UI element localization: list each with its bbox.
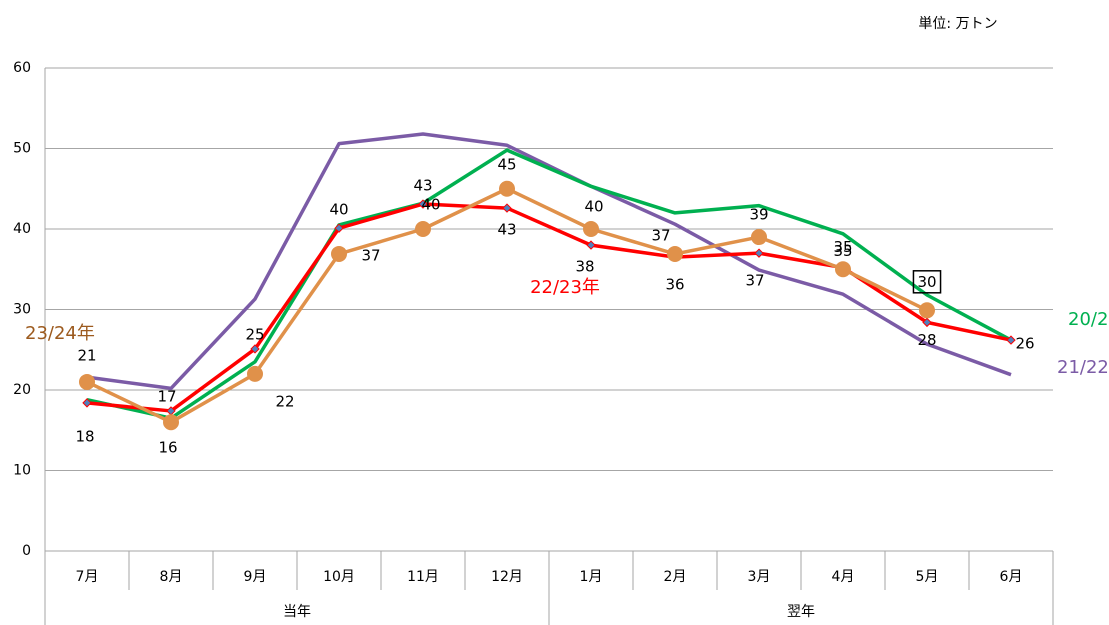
y-tick-label: 60 (13, 60, 31, 76)
marker (1006, 335, 1016, 345)
marker (82, 398, 92, 408)
y-tick-label: 0 (22, 543, 31, 559)
data-label: 25 (245, 325, 264, 343)
x-tick-label: 11月 (407, 569, 439, 585)
data-label: 26 (1015, 335, 1034, 353)
marker (922, 317, 932, 328)
x-tick-label: 3月 (748, 569, 771, 585)
data-label: 35 (833, 238, 852, 256)
data-label: 18 (75, 427, 94, 445)
group-label: 翌年 (787, 604, 815, 620)
marker (835, 261, 851, 278)
marker (586, 240, 596, 250)
series-name: 23/24年 (25, 323, 95, 344)
marker (247, 365, 263, 382)
x-tick-label: 8月 (160, 569, 183, 585)
unit-label: 単位: 万トン (918, 16, 997, 32)
series-line (86, 132, 1012, 391)
marker (754, 248, 764, 258)
data-label: 16 (158, 439, 177, 457)
marker (583, 221, 599, 237)
label-box (912, 270, 942, 294)
y-tick-label: 20 (13, 382, 31, 398)
series-name: 21/22年 (1057, 357, 1109, 378)
group-label: 当年 (283, 604, 311, 620)
marker (331, 245, 347, 262)
x-tick-label: 4月 (832, 569, 855, 585)
data-label: 28 (917, 331, 936, 349)
marker (79, 373, 95, 390)
data-label: 45 (497, 155, 516, 173)
y-tick-label: 10 (13, 463, 31, 479)
x-tick-label: 9月 (244, 569, 267, 585)
data-label: 40 (329, 201, 348, 219)
data-label: 37 (745, 272, 764, 290)
marker (163, 414, 179, 431)
x-tick-label: 1月 (580, 569, 603, 585)
data-label: 43 (413, 177, 432, 195)
x-tick-label: 6月 (1000, 569, 1023, 585)
data-label: 37 (651, 226, 670, 244)
data-label: 35 (833, 242, 852, 260)
marker (499, 180, 515, 197)
x-tick-label: 12月 (491, 569, 523, 585)
y-tick-label: 30 (13, 302, 31, 318)
data-label: 40 (584, 198, 603, 216)
y-tick-label: 50 (13, 141, 31, 157)
marker (919, 302, 935, 319)
marker (667, 245, 683, 262)
marker (250, 344, 260, 354)
data-label: 37 (361, 246, 380, 264)
data-label: 30 (917, 273, 936, 291)
marker (502, 203, 512, 213)
data-label: 22 (275, 392, 294, 410)
marker (415, 221, 431, 237)
data-label: 17 (157, 387, 176, 405)
marker (334, 223, 344, 233)
series-line (86, 148, 1012, 420)
series-name: 22/23年 (530, 277, 600, 298)
data-label: 40 (421, 196, 440, 214)
y-tick-label: 40 (13, 221, 31, 237)
x-tick-label: 7月 (76, 569, 99, 585)
x-tick-label: 5月 (916, 569, 939, 585)
data-label: 43 (497, 221, 516, 239)
x-tick-label: 10月 (323, 569, 355, 585)
series-name: 20/21年 (1068, 309, 1109, 330)
marker (751, 229, 767, 246)
data-label: 38 (575, 258, 594, 276)
x-tick-label: 2月 (664, 569, 687, 585)
data-label: 39 (749, 206, 768, 224)
marker (418, 199, 428, 209)
data-label: 36 (665, 276, 684, 294)
data-label: 21 (77, 346, 96, 364)
